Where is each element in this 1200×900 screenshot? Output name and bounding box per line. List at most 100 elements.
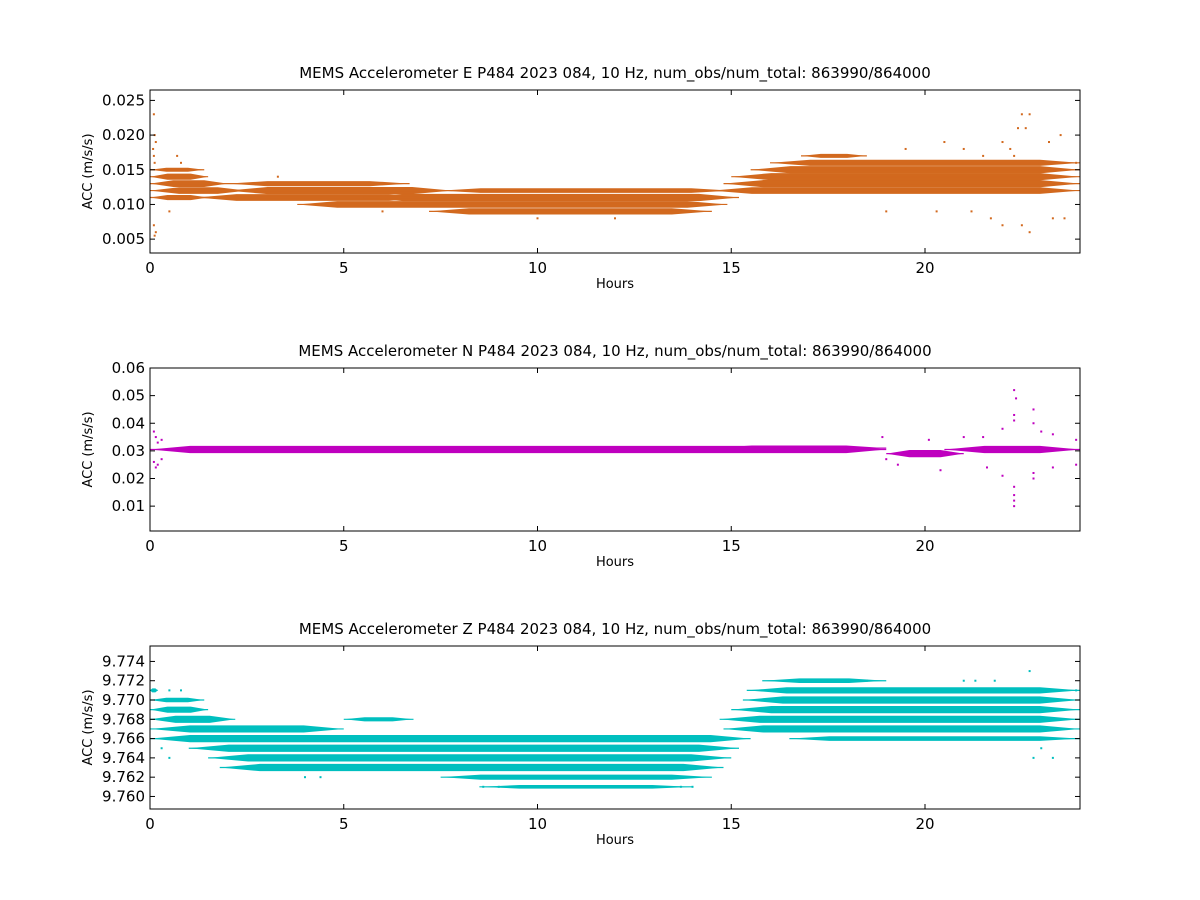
data-point	[885, 737, 888, 740]
data-point	[152, 430, 155, 433]
data-point	[896, 463, 899, 466]
data-point	[1020, 113, 1023, 116]
data-point	[970, 210, 973, 213]
data-point	[1040, 747, 1043, 750]
x-tick-label: 15	[722, 537, 741, 555]
data-point	[1013, 499, 1016, 502]
data-point	[1051, 466, 1054, 469]
tick-labels: 0 5 10 15 20 0.01 0.02 0.03 0.04 0.05 0.06	[112, 359, 935, 555]
data-point	[1075, 463, 1078, 466]
data-point	[176, 154, 179, 157]
data-point	[691, 785, 694, 788]
data-point	[939, 469, 942, 472]
chart-panel-e: MEMS Accelerometer E P484 2023 084, 10 H…	[81, 64, 1081, 292]
data-point	[1032, 477, 1035, 480]
chart-title: MEMS Accelerometer E P484 2023 084, 10 H…	[299, 64, 931, 83]
data-point	[614, 217, 616, 220]
data-series	[150, 670, 1080, 789]
data-point	[1063, 217, 1066, 220]
data-series	[150, 113, 1080, 237]
y-tick-label: 9.760	[102, 787, 145, 805]
data-point	[1028, 231, 1031, 234]
data-point	[1040, 430, 1043, 433]
data-point	[679, 785, 682, 788]
x-axis-label: Hours	[596, 277, 634, 292]
y-tick-label: 9.766	[102, 730, 145, 748]
data-point	[1013, 154, 1016, 157]
data-point	[1020, 224, 1023, 227]
data-point	[180, 161, 182, 164]
data-point	[1028, 113, 1031, 116]
data-point	[1013, 494, 1016, 497]
data-point	[1075, 161, 1078, 164]
data-point	[152, 154, 155, 157]
x-tick-label: 5	[339, 815, 349, 833]
y-axis-label: ACC (m/s/s)	[81, 411, 96, 487]
data-point	[153, 161, 156, 164]
data-point	[154, 231, 157, 234]
data-series	[150, 389, 1080, 508]
y-tick-label: 0.025	[102, 91, 145, 109]
data-point	[1015, 397, 1018, 400]
data-point	[885, 458, 888, 461]
data-point	[982, 436, 985, 439]
data-point	[1028, 670, 1031, 673]
x-tick-label: 15	[722, 259, 741, 277]
data-point	[943, 141, 946, 144]
axes-frame	[149, 645, 1081, 810]
data-point	[927, 438, 930, 441]
data-point	[1075, 689, 1078, 692]
data-point	[160, 438, 163, 441]
data-point	[1024, 127, 1027, 130]
data-point	[1032, 471, 1035, 474]
axes-frame	[149, 89, 1081, 254]
data-point	[1051, 756, 1054, 759]
x-axis-label: Hours	[596, 555, 634, 570]
chart-panel-z: MEMS Accelerometer Z P484 2023 084, 10 H…	[81, 620, 1081, 848]
data-point	[156, 463, 159, 466]
data-point	[154, 436, 157, 439]
data-point	[1032, 422, 1035, 425]
data-point	[168, 210, 171, 213]
data-point	[482, 785, 485, 788]
data-point	[962, 436, 965, 439]
y-tick-label: 9.768	[102, 710, 145, 728]
data-point	[152, 224, 155, 227]
data-point	[881, 436, 884, 439]
data-point	[827, 679, 830, 682]
data-point	[1013, 505, 1016, 508]
y-tick-label: 0.02	[112, 470, 145, 488]
axes-frame	[149, 367, 1081, 532]
data-point	[1051, 217, 1054, 220]
data-point	[982, 737, 985, 740]
data-point	[1048, 141, 1050, 144]
x-axis-label: Hours	[596, 833, 634, 848]
y-tick-label: 0.015	[102, 161, 145, 179]
data-point	[1001, 224, 1004, 227]
data-point	[168, 689, 171, 692]
x-tick-label: 0	[145, 259, 155, 277]
data-point	[156, 441, 159, 444]
x-tick-label: 10	[528, 537, 547, 555]
data-point	[1032, 408, 1035, 411]
data-point	[152, 460, 155, 463]
data-point	[1013, 419, 1016, 422]
data-point	[904, 147, 907, 150]
data-point	[962, 679, 965, 682]
x-tick-label: 15	[722, 815, 741, 833]
y-tick-label: 0.06	[112, 359, 145, 377]
y-tick-label: 0.010	[102, 195, 145, 213]
y-tick-label: 0.04	[112, 414, 145, 432]
data-point	[1001, 141, 1004, 144]
data-point	[152, 113, 155, 116]
y-tick-label: 9.772	[102, 672, 145, 690]
x-tick-label: 5	[339, 537, 349, 555]
x-tick-label: 20	[915, 259, 934, 277]
x-tick-label: 10	[528, 259, 547, 277]
x-tick-label: 20	[915, 537, 934, 555]
y-tick-label: 0.005	[102, 230, 145, 248]
data-point	[152, 689, 155, 692]
x-tick-label: 10	[528, 815, 547, 833]
data-point	[1009, 147, 1012, 150]
